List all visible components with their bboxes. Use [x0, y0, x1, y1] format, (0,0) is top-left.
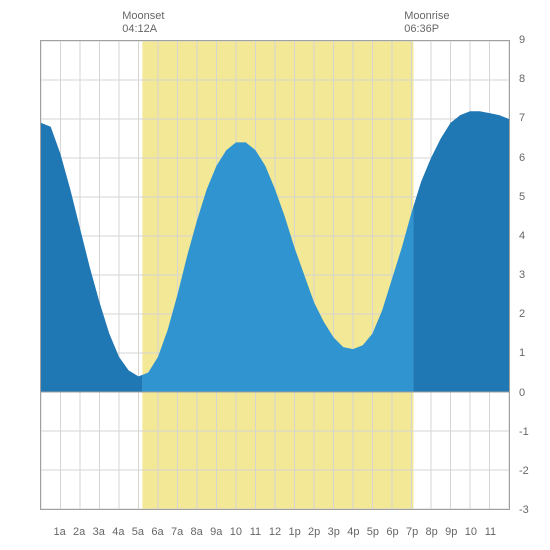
x-axis: 1a 2a 3a 4a 5a 6a 7a 8a 9a 10 11 12 1p 2p 3p 4p 5p 6p 7p 8p… — [40, 520, 510, 540]
x-tick-label: 11 — [485, 526, 496, 538]
x-tick-label: 1a — [53, 526, 65, 538]
tide-chart: Moonset 04:12A Moonrise 06:36P -3-2-1012… — [10, 10, 540, 540]
moonrise-title: Moonrise — [404, 10, 449, 23]
moonrise-time: 06:36P — [404, 23, 449, 36]
x-tick-label: 10 — [230, 526, 242, 538]
x-tick-label: 9p — [445, 526, 457, 538]
x-tick-label: 7p — [406, 526, 418, 538]
x-tick-label: 6p — [386, 526, 398, 538]
y-tick-label: 6 — [519, 152, 525, 164]
x-tick-label: 10 — [465, 526, 477, 538]
x-tick-label: 4a — [112, 526, 124, 538]
x-tick-label: 12 — [269, 526, 281, 538]
x-tick-label: 5a — [132, 526, 144, 538]
y-tick-label: 2 — [519, 308, 525, 320]
moonset-label: Moonset 04:12A — [122, 10, 164, 36]
x-tick-label: 11 — [250, 526, 261, 538]
x-tick-label: 6a — [151, 526, 163, 538]
y-tick-label: 8 — [519, 73, 525, 85]
x-tick-label: 7a — [171, 526, 183, 538]
x-tick-label: 5p — [367, 526, 379, 538]
x-tick-label: 1p — [288, 526, 300, 538]
x-tick-label: 2p — [308, 526, 320, 538]
x-tick-label: 8a — [191, 526, 203, 538]
moonset-title: Moonset — [122, 10, 164, 23]
x-tick-label: 3p — [328, 526, 340, 538]
x-tick-label: 4p — [347, 526, 359, 538]
y-tick-label: 1 — [519, 347, 525, 359]
plot-area — [40, 40, 510, 510]
y-tick-label: 3 — [519, 269, 525, 281]
x-tick-label: 2a — [73, 526, 85, 538]
x-tick-label: 9a — [210, 526, 222, 538]
x-tick-label: 3a — [93, 526, 105, 538]
x-tick-label: 8p — [426, 526, 438, 538]
y-tick-label: -1 — [519, 426, 529, 438]
y-tick-label: 4 — [519, 230, 525, 242]
y-axis: -3-2-10123456789 — [515, 40, 540, 510]
moonset-time: 04:12A — [122, 23, 164, 36]
y-tick-label: -3 — [519, 504, 529, 516]
y-tick-label: 9 — [519, 34, 525, 46]
moonrise-label: Moonrise 06:36P — [404, 10, 449, 36]
y-tick-label: 5 — [519, 191, 525, 203]
y-tick-label: 7 — [519, 112, 525, 124]
chart-annotations: Moonset 04:12A Moonrise 06:36P — [10, 10, 540, 40]
y-tick-label: -2 — [519, 465, 529, 477]
y-tick-label: 0 — [519, 387, 525, 399]
